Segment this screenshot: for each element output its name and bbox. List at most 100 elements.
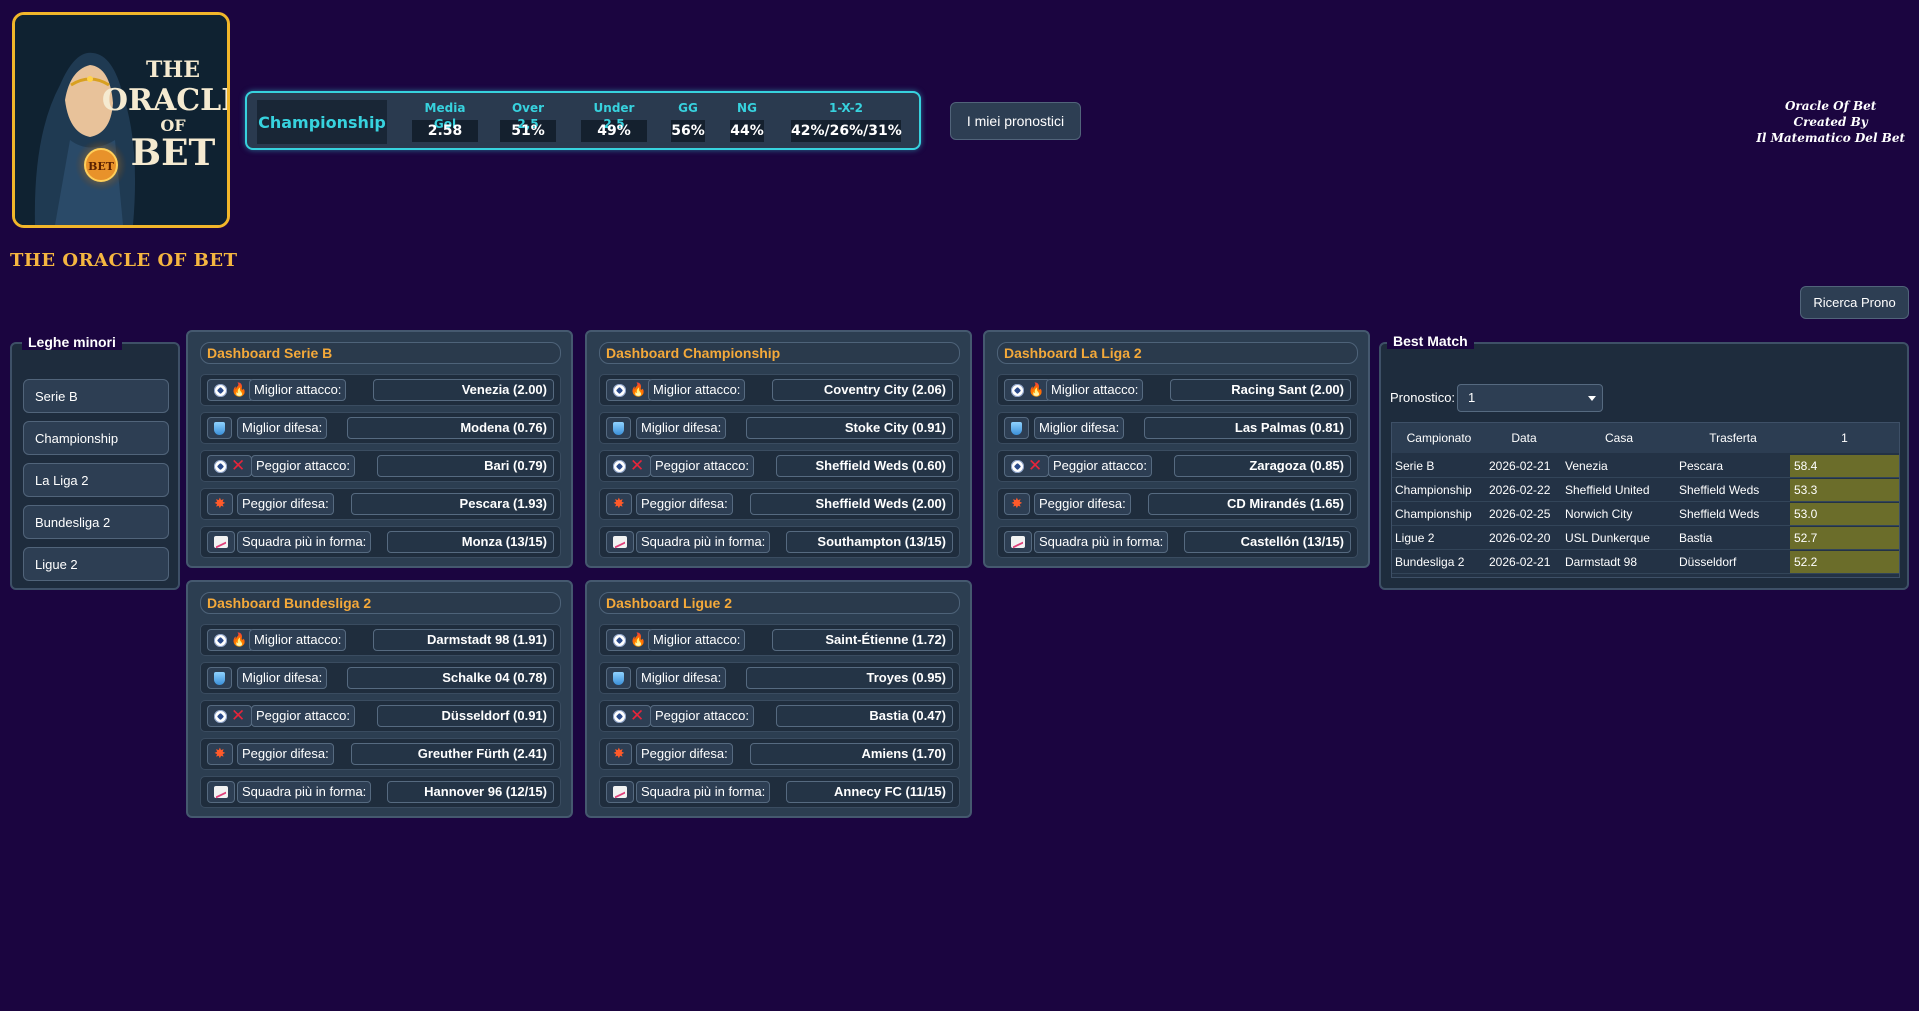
dashboard-title: Dashboard La Liga 2 — [997, 342, 1358, 364]
my-predictions-button[interactable]: I miei pronostici — [950, 102, 1081, 140]
row-value: Bastia (0.47) — [776, 705, 953, 727]
row-label: Miglior difesa: — [636, 417, 727, 439]
stat-over-25: Over 2,5 51% — [500, 100, 556, 142]
prediction-select-value: 1 — [1468, 390, 1476, 405]
row-best-attack: 🔥 Miglior attacco: Saint-Étienne (1.72) — [599, 624, 960, 656]
cell-score: 58.4 — [1790, 455, 1899, 478]
ball-icon — [1011, 459, 1024, 473]
cell-score: 53.3 — [1790, 479, 1899, 502]
cell-away: Sheffield Weds — [1676, 503, 1790, 526]
cell-score: 53.0 — [1790, 503, 1899, 526]
row-worst-attack: ✕ Peggior attacco: Zaragoza (0.85) — [997, 450, 1358, 482]
best-match-table: Campionato Data Casa Trasferta 1 Serie B… — [1391, 422, 1900, 578]
row-best-attack: 🔥 Miglior attacco: Venezia (2.00) — [200, 374, 561, 406]
stat-gg: GG 56% — [671, 100, 705, 142]
dashboard-title: Dashboard Ligue 2 — [599, 592, 960, 614]
search-prono-button[interactable]: Ricerca Prono — [1800, 286, 1909, 319]
row-label: Miglior difesa: — [1034, 417, 1125, 439]
sidebar-title: Leghe minori — [22, 334, 122, 350]
worst-attack-icon: ✕ — [207, 705, 253, 727]
row-label: Squadra più in forma: — [636, 531, 771, 553]
shield-icon — [613, 421, 624, 435]
table-row[interactable]: Serie B 2026-02-21 Venezia Pescara 58.4 — [1392, 455, 1899, 479]
explosion-icon: ✸ — [1004, 493, 1030, 515]
credits-line: Il Matematico Del Bet — [1756, 131, 1905, 145]
row-best-form: Squadra più in forma: Monza (13/15) — [200, 526, 561, 558]
row-label: Peggior attacco: — [650, 455, 754, 477]
logo-ball-text: BET — [88, 160, 115, 173]
row-label: Peggior attacco: — [251, 705, 355, 727]
row-best-defense: Miglior difesa: Modena (0.76) — [200, 412, 561, 444]
column-header[interactable]: Campionato — [1406, 431, 1472, 445]
sidebar-item-la-liga-2[interactable]: La Liga 2 — [23, 463, 169, 497]
logo-text-line1: THE — [146, 57, 200, 83]
column-header[interactable]: Casa — [1604, 431, 1633, 445]
table-row[interactable]: Ligue 2 2026-02-20 USL Dunkerque Bastia … — [1392, 527, 1899, 551]
cell-away: Sheffield Weds — [1676, 479, 1790, 502]
sidebar-item-championship[interactable]: Championship — [23, 421, 169, 455]
prediction-select-label: Pronostico: — [1390, 390, 1456, 405]
table-row[interactable]: Championship 2026-02-22 Sheffield United… — [1392, 479, 1899, 503]
attack-icon: 🔥 — [1004, 379, 1052, 401]
logo-text-line4: BET — [131, 132, 216, 174]
row-best-form: Squadra più in forma: Hannover 96 (12/15… — [200, 776, 561, 808]
ball-icon — [214, 459, 227, 473]
row-value: Venezia (2.00) — [373, 379, 554, 401]
ball-icon — [613, 709, 626, 723]
row-value: Troyes (0.95) — [746, 667, 953, 689]
stats-league-name: Championship — [257, 100, 387, 144]
table-row[interactable]: Bundesliga 2 2026-02-21 Darmstadt 98 Düs… — [1392, 551, 1899, 575]
row-value: Greuther Fürth (2.41) — [351, 743, 554, 765]
league-stats-bar: Championship Media Gol 2.58 Over 2,5 51%… — [245, 91, 921, 150]
row-value: Amiens (1.70) — [750, 743, 953, 765]
sidebar-item-ligue-2[interactable]: Ligue 2 — [23, 547, 169, 581]
credits-line: Oracle Of Bet — [1784, 99, 1877, 113]
stat-label: Over 2,5 — [511, 101, 545, 131]
sidebar-item-serie-b[interactable]: Serie B — [23, 379, 169, 413]
row-value: Zaragoza (0.85) — [1174, 455, 1351, 477]
cell-league: Championship — [1392, 479, 1486, 502]
row-worst-defense: ✸ Peggior difesa: Pescara (1.93) — [200, 488, 561, 520]
best-match-panel: Best Match Pronostico: 1 Campionato Data… — [1379, 333, 1909, 590]
logo-text-line2: ORACLE — [102, 83, 227, 118]
cross-icon: ✕ — [231, 456, 246, 476]
row-worst-attack: ✕ Peggior attacco: Bastia (0.47) — [599, 700, 960, 732]
defense-icon — [606, 667, 631, 689]
cell-league: Serie B — [1392, 455, 1486, 478]
ball-icon — [214, 383, 227, 397]
cell-date: 2026-02-22 — [1486, 479, 1562, 502]
row-label: Peggior attacco: — [650, 705, 754, 727]
row-label: Peggior difesa: — [636, 743, 733, 765]
row-value: Saint-Étienne (1.72) — [772, 629, 953, 651]
cell-date: 2026-02-21 — [1486, 551, 1562, 574]
table-row[interactable]: Championship 2026-02-25 Norwich City She… — [1392, 503, 1899, 527]
cell-home: Venezia — [1562, 455, 1676, 478]
ball-icon — [1011, 383, 1024, 397]
dashboard-serie-b: Dashboard Serie B 🔥 Miglior attacco: Ven… — [186, 330, 573, 568]
flame-icon: 🔥 — [630, 382, 647, 398]
row-label: Squadra più in forma: — [1034, 531, 1169, 553]
row-value: Castellón (13/15) — [1184, 531, 1351, 553]
stat-label: Media Gol — [424, 101, 466, 131]
ball-icon — [613, 633, 626, 647]
row-label: Miglior attacco: — [648, 629, 746, 651]
oracle-logo-image: BET THE ORACLE OF BET — [15, 15, 227, 225]
cell-away: Düsseldorf — [1676, 551, 1790, 574]
cell-home: Norwich City — [1562, 503, 1676, 526]
column-header[interactable]: Data — [1511, 431, 1537, 445]
row-worst-attack: ✕ Peggior attacco: Sheffield Weds (0.60) — [599, 450, 960, 482]
cell-date: 2026-02-20 — [1486, 527, 1562, 550]
row-value: Modena (0.76) — [347, 417, 554, 439]
row-best-attack: 🔥 Miglior attacco: Racing Sant (2.00) — [997, 374, 1358, 406]
chevron-down-icon — [1588, 396, 1596, 401]
row-best-attack: 🔥 Miglior attacco: Darmstadt 98 (1.91) — [200, 624, 561, 656]
row-label: Squadra più in forma: — [237, 781, 372, 803]
sidebar-item-bundesliga-2[interactable]: Bundesliga 2 — [23, 505, 169, 539]
row-worst-defense: ✸ Peggior difesa: Amiens (1.70) — [599, 738, 960, 770]
prediction-select[interactable]: 1 — [1457, 384, 1603, 412]
column-header[interactable]: 1 — [1841, 431, 1848, 445]
stat-label: GG — [678, 101, 698, 115]
attack-icon: 🔥 — [606, 379, 654, 401]
row-worst-defense: ✸ Peggior difesa: Sheffield Weds (2.00) — [599, 488, 960, 520]
column-header[interactable]: Trasferta — [1709, 431, 1757, 445]
